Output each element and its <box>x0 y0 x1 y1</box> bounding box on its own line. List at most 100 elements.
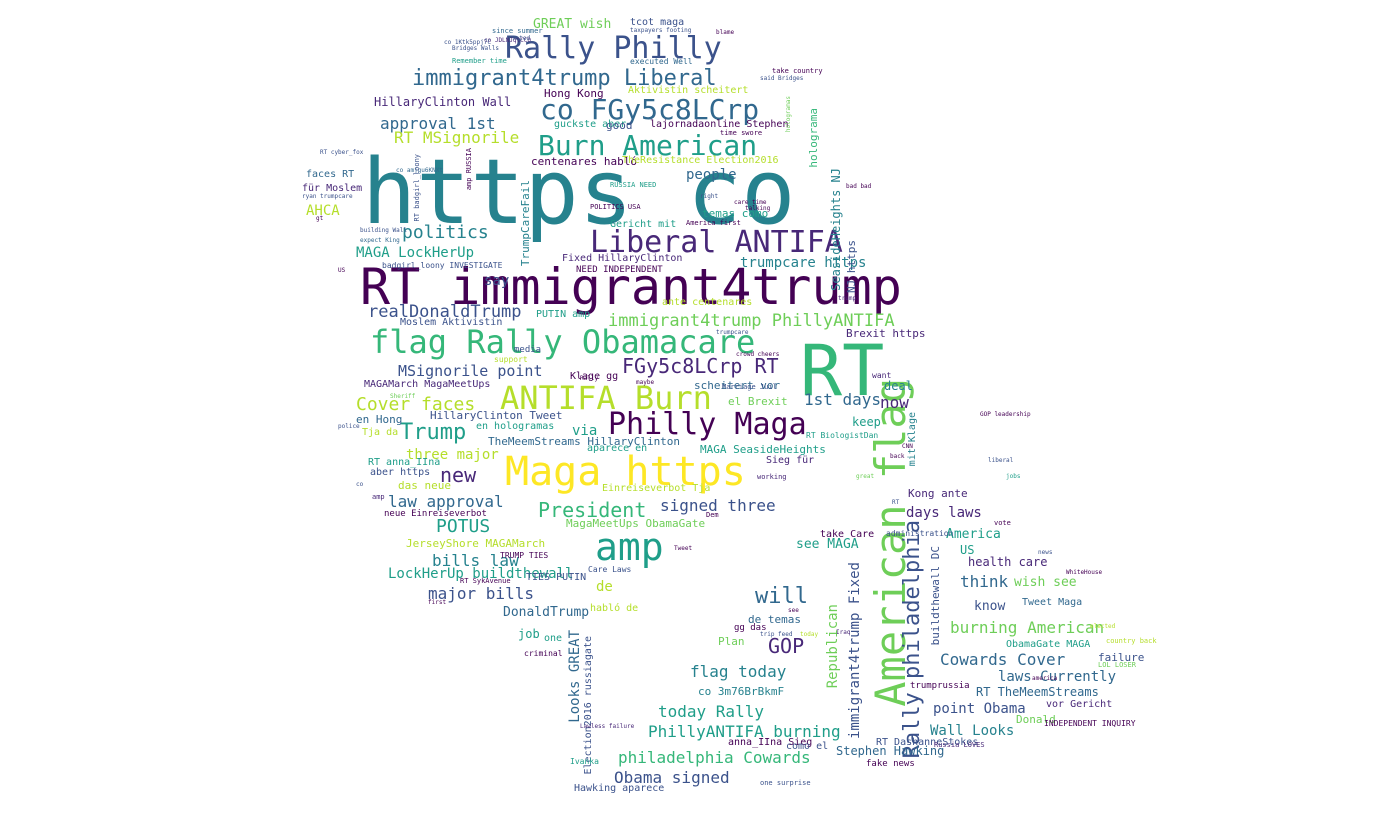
word: one surprise <box>760 779 811 787</box>
word: holograma <box>807 108 820 168</box>
word: US <box>338 267 346 274</box>
word: trump <box>838 295 857 302</box>
word: trumprussia <box>910 681 970 691</box>
word: MAGA SeasideHeights <box>700 443 826 456</box>
word: Stephen Hawking <box>836 744 945 758</box>
word: Remember time <box>452 57 507 65</box>
word: Lawless failure <box>580 723 635 730</box>
word: de <box>596 579 613 595</box>
word: badgirl_loony INVESTIGATE <box>382 261 503 270</box>
word: vor Gericht <box>1046 699 1113 710</box>
word: America <box>946 527 1001 542</box>
word: criminal <box>524 649 563 658</box>
word: co 1Ktk5ppj7C <box>444 39 491 46</box>
word: RT DashanneStokes <box>876 737 979 748</box>
word: take Care <box>820 529 875 540</box>
word: RT TheMeemStreams <box>976 685 1099 699</box>
word: Tweet <box>674 545 693 552</box>
word: deal <box>884 379 913 393</box>
word: Obama signed <box>614 768 730 787</box>
word: Looks GREAT <box>567 630 583 723</box>
word: TheMeemStreams HillaryClinton <box>488 435 681 448</box>
word: expect King <box>360 237 400 244</box>
word: Care Laws <box>588 565 632 574</box>
word: de temas <box>748 613 801 626</box>
word: amp <box>595 525 664 569</box>
word: elected <box>1090 623 1116 630</box>
word: neue Einreiseverbot <box>384 509 487 519</box>
word: Russia LOVES <box>934 741 985 749</box>
word: buildthewall DC <box>929 546 942 646</box>
word: days laws <box>906 505 982 521</box>
word: MSignorile point <box>398 362 543 380</box>
word: vote <box>994 519 1011 527</box>
word: CNN <box>902 443 913 450</box>
word: co JDLNJqtCC0 <box>484 37 531 44</box>
word: TrumpCareFail <box>519 180 532 267</box>
word: Republican <box>825 604 841 689</box>
word: media <box>514 345 542 355</box>
word: philadelphia Cowards <box>618 748 811 767</box>
word: liberal <box>988 457 1014 464</box>
word: know <box>974 599 1006 614</box>
word: HillaryClinton Wall <box>374 95 512 109</box>
word: co FGy5c8LCrp <box>540 93 760 126</box>
word: working <box>757 473 787 481</box>
word: lajornadaonline Stephen <box>650 119 789 130</box>
word: temas como <box>702 207 769 220</box>
word: Ivanka <box>570 757 599 766</box>
word: RT <box>800 330 885 412</box>
word: Tja da <box>362 427 399 438</box>
word: Rally philadelphia <box>900 520 925 759</box>
word: hologramas <box>785 96 792 133</box>
word: Gericht mit <box>610 219 677 230</box>
word: Kong ante <box>908 487 968 500</box>
word: amp <box>372 493 385 501</box>
word: burning American <box>950 618 1105 637</box>
word: say <box>484 273 510 289</box>
word: right <box>700 193 719 200</box>
word: das neue <box>398 479 451 492</box>
word: wish see <box>1014 575 1077 590</box>
word: RT badgirl_loony <box>413 154 421 222</box>
word: blame <box>716 29 735 36</box>
word: crowd cheers <box>736 351 780 358</box>
word: america <box>1032 675 1058 682</box>
word: immigrant4trump PhillyANTIFA <box>608 311 895 331</box>
word: jobs <box>1006 473 1021 480</box>
word: Bridges Walls <box>452 45 499 52</box>
word: en Hong <box>356 413 403 426</box>
word: three major <box>406 447 499 463</box>
word: fake news <box>866 759 915 769</box>
word: now <box>880 393 909 412</box>
word: https co <box>362 140 796 245</box>
word: failure <box>1098 651 1145 664</box>
word: news <box>1038 549 1053 556</box>
word: take country <box>772 67 823 75</box>
word: trumpcare https <box>740 255 867 271</box>
word: amp RUSSIA <box>465 148 473 191</box>
word: RT SykAvenue <box>460 577 511 585</box>
word: TIES PUTIN <box>526 572 587 583</box>
word: laws Currently <box>998 669 1117 685</box>
word: Fixed HillaryClinton <box>562 253 683 264</box>
word: SeasideHeights NJ <box>829 168 843 291</box>
word: Tweet Maga <box>1022 597 1083 608</box>
word: support <box>494 355 528 364</box>
word: Liberal ANTIFA <box>590 225 843 260</box>
word: Election2016 russiagate <box>583 636 594 775</box>
word: Burn American <box>538 129 758 162</box>
word: aber https <box>370 467 431 478</box>
word: POTUS <box>436 516 491 537</box>
word: first <box>428 599 447 606</box>
word: JerseyShore MAGAMarch <box>406 537 546 550</box>
word: Cowards Cover <box>940 650 1066 669</box>
word: Moslem Aktivistin <box>400 317 503 328</box>
word: el Brexit <box>728 395 788 408</box>
word: said Bridges <box>760 75 804 82</box>
word: see MAGA <box>796 537 859 552</box>
word: Iraq <box>836 629 851 636</box>
word: gg das <box>734 623 767 633</box>
word: Klage gg <box>570 371 619 382</box>
word: one <box>544 633 563 644</box>
